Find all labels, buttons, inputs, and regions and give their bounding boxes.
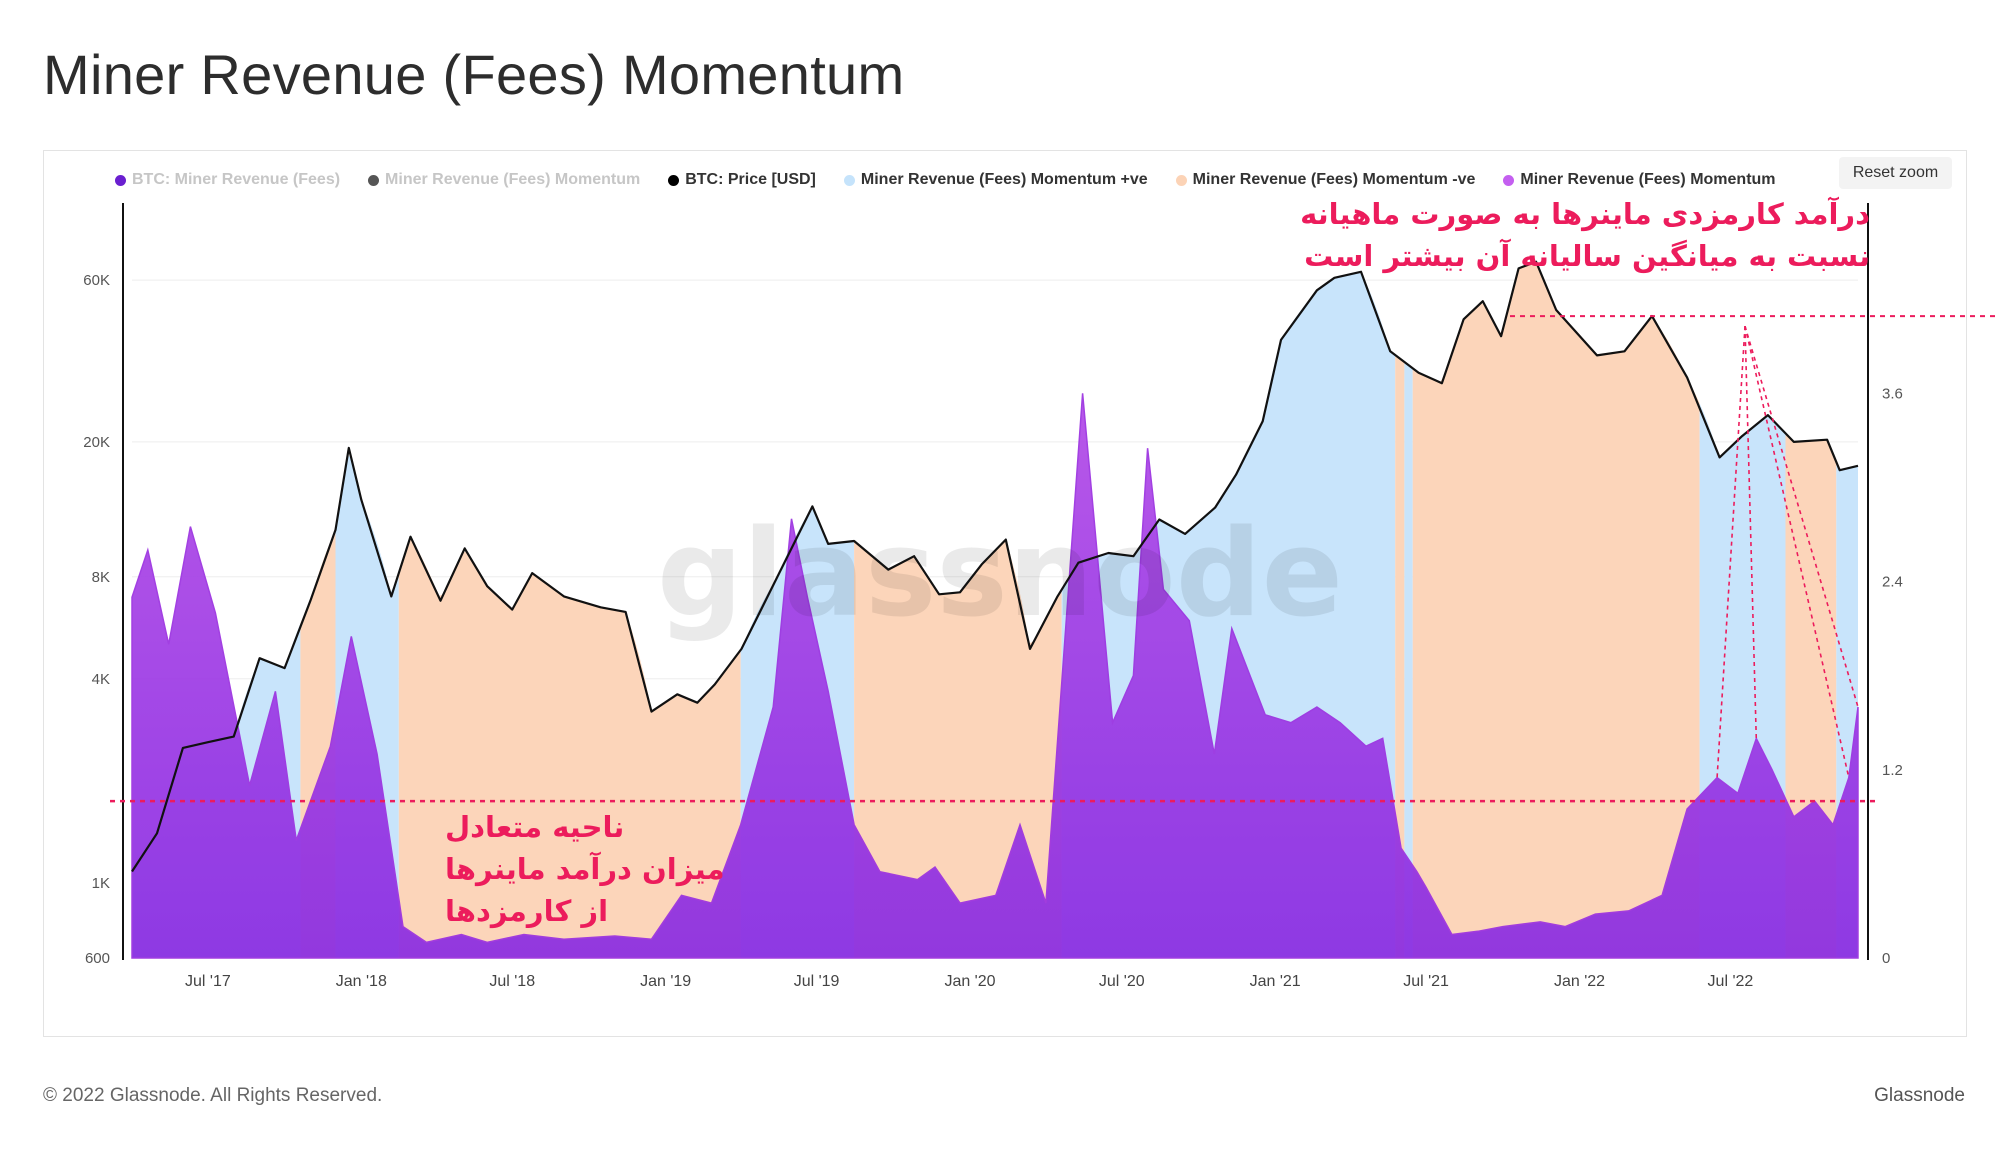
annotation-top-line1: درآمد کارمزدی ماینرها به صورت ماهیانه	[1300, 197, 1870, 231]
y-left-tick-label: 1K	[92, 875, 110, 892]
legend-marker-icon	[1503, 174, 1515, 186]
annotation-pointer-line	[1716, 326, 1746, 778]
x-tick-label: Jul '22	[1708, 973, 1754, 990]
annotation-bottom-line3: از کارمزدها	[445, 894, 609, 928]
y-left-tick-label: 60K	[83, 272, 110, 289]
legend-label: Miner Revenue (Fees) Momentum +ve	[860, 171, 1148, 188]
y-right-tick-label: 0	[1882, 950, 1890, 967]
momentum-area	[131, 393, 1859, 959]
y-right-tick-label: 1.2	[1882, 762, 1903, 779]
legend-item[interactable]: Miner Revenue (Fees) Momentum -ve	[1175, 171, 1476, 189]
legend-label: Miner Revenue (Fees) Momentum	[1520, 171, 1776, 188]
x-tick-label: Jan '18	[336, 973, 387, 990]
legend-marker-icon	[668, 174, 680, 186]
legend-label: Miner Revenue (Fees) Momentum -ve	[1192, 171, 1476, 188]
momentum-positive-band	[1404, 361, 1413, 959]
y-left-tick-label: 4K	[92, 671, 110, 688]
watermark-text: glassnode	[657, 505, 1343, 644]
legend-label: BTC: Price [USD]	[685, 171, 816, 188]
annotation-pointer-line	[1744, 325, 1859, 708]
x-tick-label: Jul '17	[185, 973, 231, 990]
legend-item[interactable]: Miner Revenue (Fees) Momentum	[368, 171, 640, 189]
y-right-tick-label: 3.6	[1882, 385, 1903, 402]
y-left-tick-label: 8K	[92, 569, 110, 586]
x-tick-label: Jan '21	[1250, 973, 1301, 990]
footer-copyright: © 2022 Glassnode. All Rights Reserved.	[43, 1085, 383, 1106]
legend-marker-icon	[115, 174, 126, 186]
footer-brand: Glassnode	[1874, 1085, 1965, 1106]
y-right-tick-label: 2.4	[1882, 574, 1903, 591]
annotation-above-average: درآمد کارمزدی ماینرها به صورت ماهیانه نس…	[1300, 193, 1870, 277]
momentum-negative-band	[1412, 261, 1700, 958]
annotation-pointer-line	[1744, 325, 1850, 778]
y-left-tick-label: 600	[85, 950, 110, 967]
page-title: Miner Revenue (Fees) Momentum	[43, 43, 905, 106]
x-tick-label: Jan '19	[640, 973, 691, 990]
annotation-bottom-line1: ناحیه متعادل	[445, 810, 625, 844]
legend-label: BTC: Miner Revenue (Fees)	[132, 171, 341, 188]
legend-marker-icon	[368, 174, 380, 186]
legend-item[interactable]: Miner Revenue (Fees) Momentum +ve	[843, 171, 1148, 189]
annotation-bottom-line2: میزان درآمد ماینرها	[445, 852, 725, 886]
reset-zoom-button[interactable]: Reset zoom	[1839, 157, 1952, 189]
chart-legend: BTC: Miner Revenue (Fees) Miner Revenue (…	[115, 168, 1776, 192]
x-tick-label: Jan '20	[944, 973, 995, 990]
legend-label: Miner Revenue (Fees) Momentum	[385, 171, 641, 188]
x-tick-label: Jan '22	[1554, 973, 1605, 990]
momentum-negative-band	[398, 536, 741, 958]
momentum-negative-band	[1395, 354, 1405, 958]
x-tick-label: Jul '21	[1403, 973, 1449, 990]
annotation-equilibrium-zone: ناحیه متعادل میزان درآمد ماینرها از کارم…	[445, 806, 725, 932]
x-tick-label: Jul '18	[489, 973, 535, 990]
y-left-tick-label: 20K	[83, 434, 110, 451]
legend-item[interactable]: Miner Revenue (Fees) Momentum	[1503, 171, 1776, 189]
annotation-top-line2: نسبت به میانگین سالیانه آن بیشتر است	[1304, 239, 1870, 273]
x-tick-label: Jul '20	[1099, 973, 1145, 990]
legend-item[interactable]: BTC: Price [USD]	[668, 171, 816, 189]
legend-item[interactable]: BTC: Miner Revenue (Fees)	[115, 171, 340, 189]
legend-marker-icon	[1175, 174, 1187, 186]
x-tick-label: Jul '19	[794, 973, 840, 990]
price-line	[131, 260, 1859, 873]
legend-marker-icon	[843, 174, 855, 186]
